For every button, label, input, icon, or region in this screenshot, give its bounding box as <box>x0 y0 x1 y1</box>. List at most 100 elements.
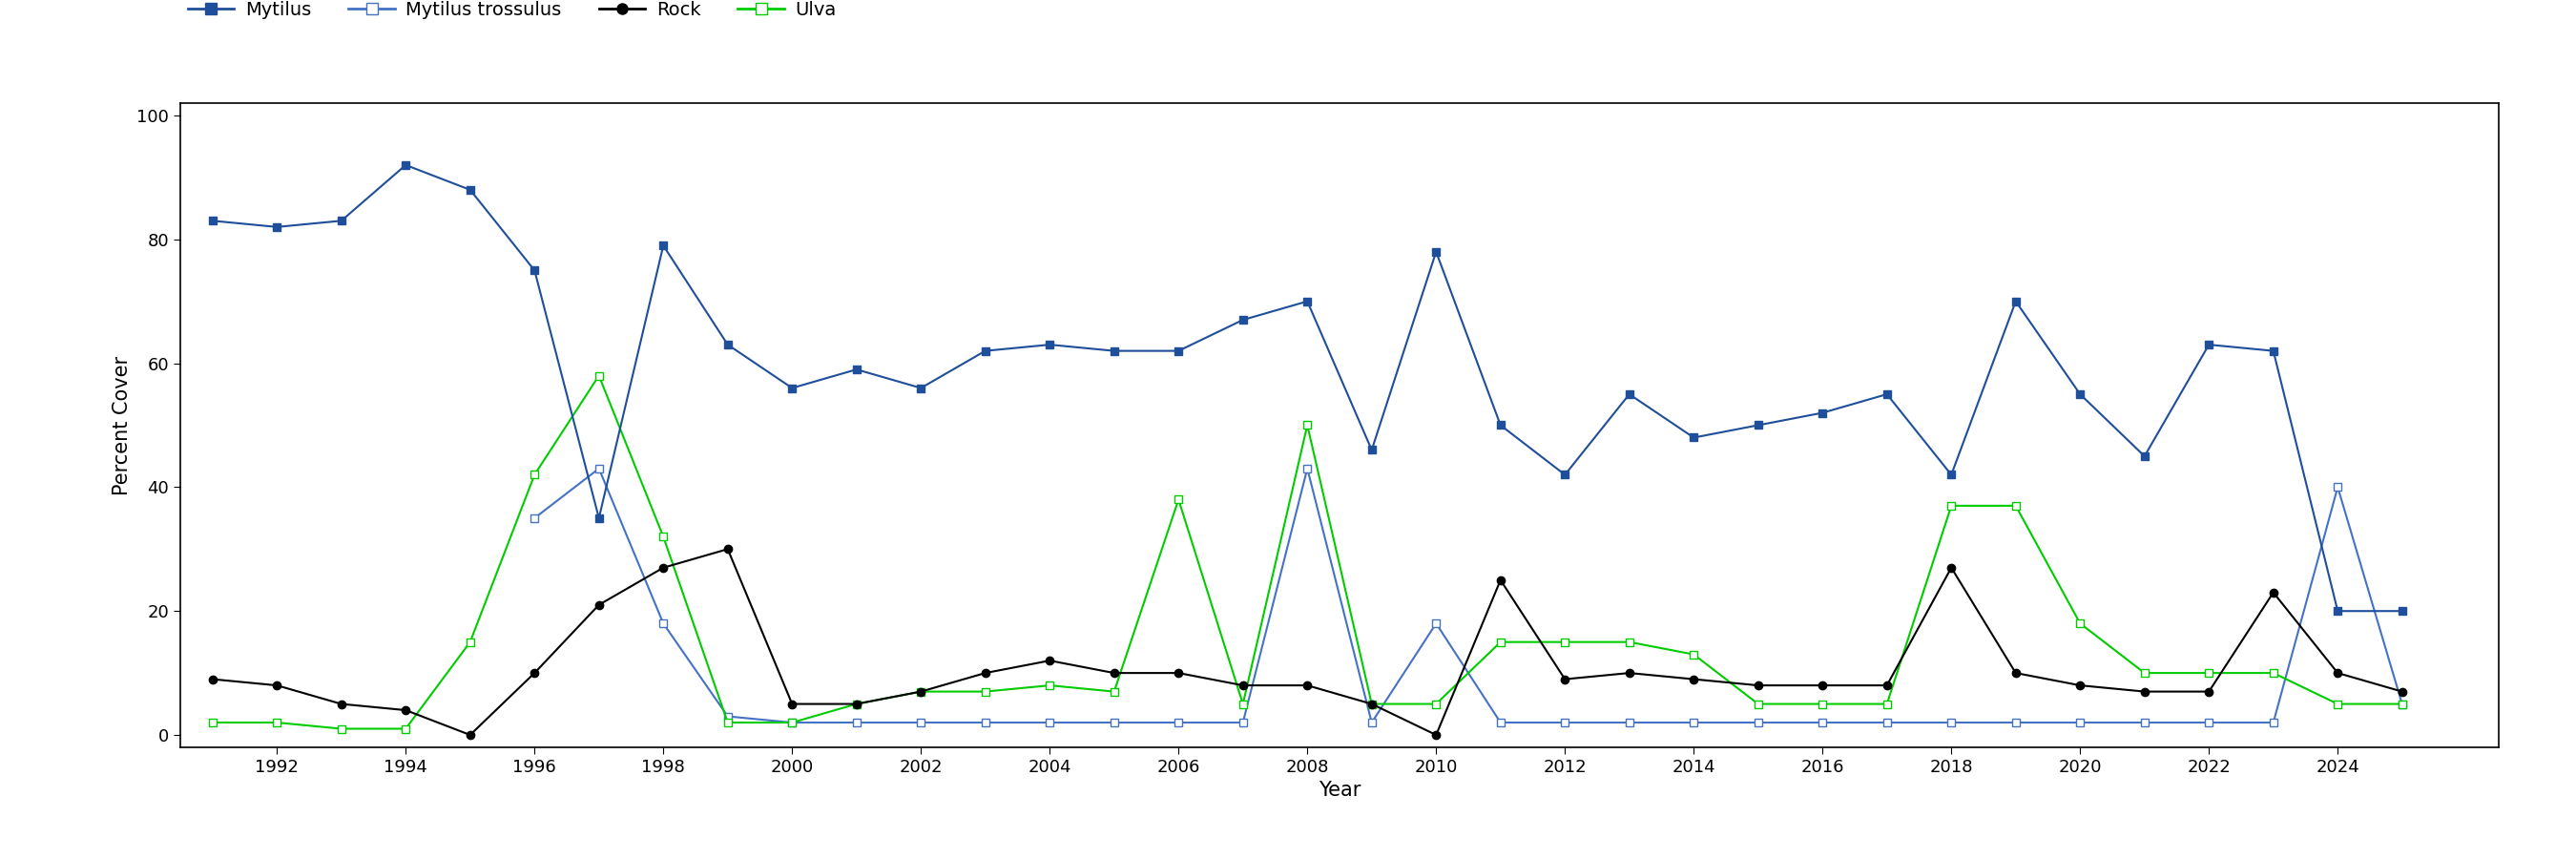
Mytilus <box>1937 470 1968 480</box>
Mytilus <box>840 364 871 375</box>
Ulva <box>1162 495 1193 505</box>
Rock <box>1355 699 1386 710</box>
Mytilus trossulus <box>2066 717 2097 728</box>
Rock <box>453 730 484 740</box>
Mytilus <box>1097 345 1128 356</box>
Mytilus <box>518 265 551 276</box>
Mytilus trossulus <box>840 717 871 728</box>
Mytilus trossulus <box>1162 717 1193 728</box>
Rock <box>196 674 227 685</box>
Ulva <box>778 717 809 728</box>
Rock <box>2192 686 2223 697</box>
Rock <box>2128 686 2159 697</box>
Ulva <box>453 637 484 647</box>
Ulva <box>711 717 742 728</box>
Mytilus <box>1484 420 1515 430</box>
Line: Ulva: Ulva <box>209 372 2406 733</box>
Y-axis label: Percent Cover: Percent Cover <box>113 356 131 495</box>
Ulva <box>1870 699 1901 710</box>
Mytilus <box>1741 420 1772 430</box>
Ulva <box>1033 680 1066 691</box>
Mytilus <box>453 185 484 195</box>
Ulva <box>840 699 871 710</box>
Mytilus <box>2385 606 2416 616</box>
Rock <box>2324 667 2354 678</box>
Ulva <box>969 686 999 697</box>
Mytilus trossulus <box>1680 717 1710 728</box>
Rock <box>1033 655 1066 666</box>
Mytilus trossulus <box>778 717 809 728</box>
Mytilus trossulus <box>1999 717 2030 728</box>
Mytilus trossulus <box>2128 717 2159 728</box>
Mytilus <box>1613 389 1643 399</box>
Mytilus <box>196 216 227 226</box>
Rock <box>907 686 938 697</box>
Mytilus <box>1999 296 2030 307</box>
Ulva <box>1999 501 2030 511</box>
Mytilus trossulus <box>1613 717 1643 728</box>
Ulva <box>1355 699 1386 710</box>
Ulva <box>1613 637 1643 647</box>
Rock <box>2066 680 2097 691</box>
Mytilus <box>1808 408 1839 418</box>
Mytilus trossulus <box>1937 717 1968 728</box>
Ulva <box>1484 637 1515 647</box>
Ulva <box>263 717 294 728</box>
Rock <box>840 699 871 710</box>
Ulva <box>1226 699 1257 710</box>
Ulva <box>582 370 613 381</box>
Mytilus <box>1355 445 1386 455</box>
Rock <box>325 699 355 710</box>
Rock <box>518 667 551 678</box>
Ulva <box>518 470 551 480</box>
Ulva <box>1937 501 1968 511</box>
Mytilus <box>325 216 355 226</box>
Mytilus <box>778 383 809 393</box>
Ulva <box>2192 667 2223 678</box>
Mytilus <box>649 241 680 251</box>
Mytilus <box>2257 345 2287 356</box>
Mytilus trossulus <box>1808 717 1839 728</box>
Mytilus trossulus <box>907 717 938 728</box>
Mytilus trossulus <box>1033 717 1066 728</box>
Ulva <box>325 723 355 734</box>
X-axis label: Year: Year <box>1319 781 1360 801</box>
Ulva <box>196 717 227 728</box>
Mytilus <box>1870 389 1901 399</box>
Mytilus <box>1162 345 1193 356</box>
Mytilus trossulus <box>969 717 999 728</box>
Rock <box>1680 674 1710 685</box>
Ulva <box>1548 637 1579 647</box>
Mytilus trossulus <box>1291 463 1324 473</box>
Mytilus trossulus <box>649 618 680 629</box>
Rock <box>1870 680 1901 691</box>
Mytilus trossulus <box>2324 482 2354 492</box>
Rock <box>2385 686 2416 697</box>
Ulva <box>907 686 938 697</box>
Ulva <box>2324 699 2354 710</box>
Ulva <box>649 532 680 542</box>
Mytilus <box>711 339 742 350</box>
Mytilus <box>2324 606 2354 616</box>
Mytilus <box>263 222 294 232</box>
Rock <box>582 600 613 610</box>
Mytilus <box>1548 470 1579 480</box>
Line: Mytilus trossulus: Mytilus trossulus <box>531 465 2406 727</box>
Mytilus <box>2128 451 2159 461</box>
Mytilus <box>1033 339 1066 350</box>
Mytilus trossulus <box>582 463 613 473</box>
Mytilus <box>1422 247 1453 257</box>
Rock <box>1937 563 1968 573</box>
Mytilus trossulus <box>1484 717 1515 728</box>
Mytilus trossulus <box>1870 717 1901 728</box>
Rock <box>778 699 809 710</box>
Ulva <box>1097 686 1128 697</box>
Mytilus trossulus <box>1097 717 1128 728</box>
Rock <box>649 563 680 573</box>
Ulva <box>1291 420 1324 430</box>
Ulva <box>1680 649 1710 660</box>
Rock <box>1741 680 1772 691</box>
Rock <box>1999 667 2030 678</box>
Rock <box>1097 667 1128 678</box>
Mytilus trossulus <box>2192 717 2223 728</box>
